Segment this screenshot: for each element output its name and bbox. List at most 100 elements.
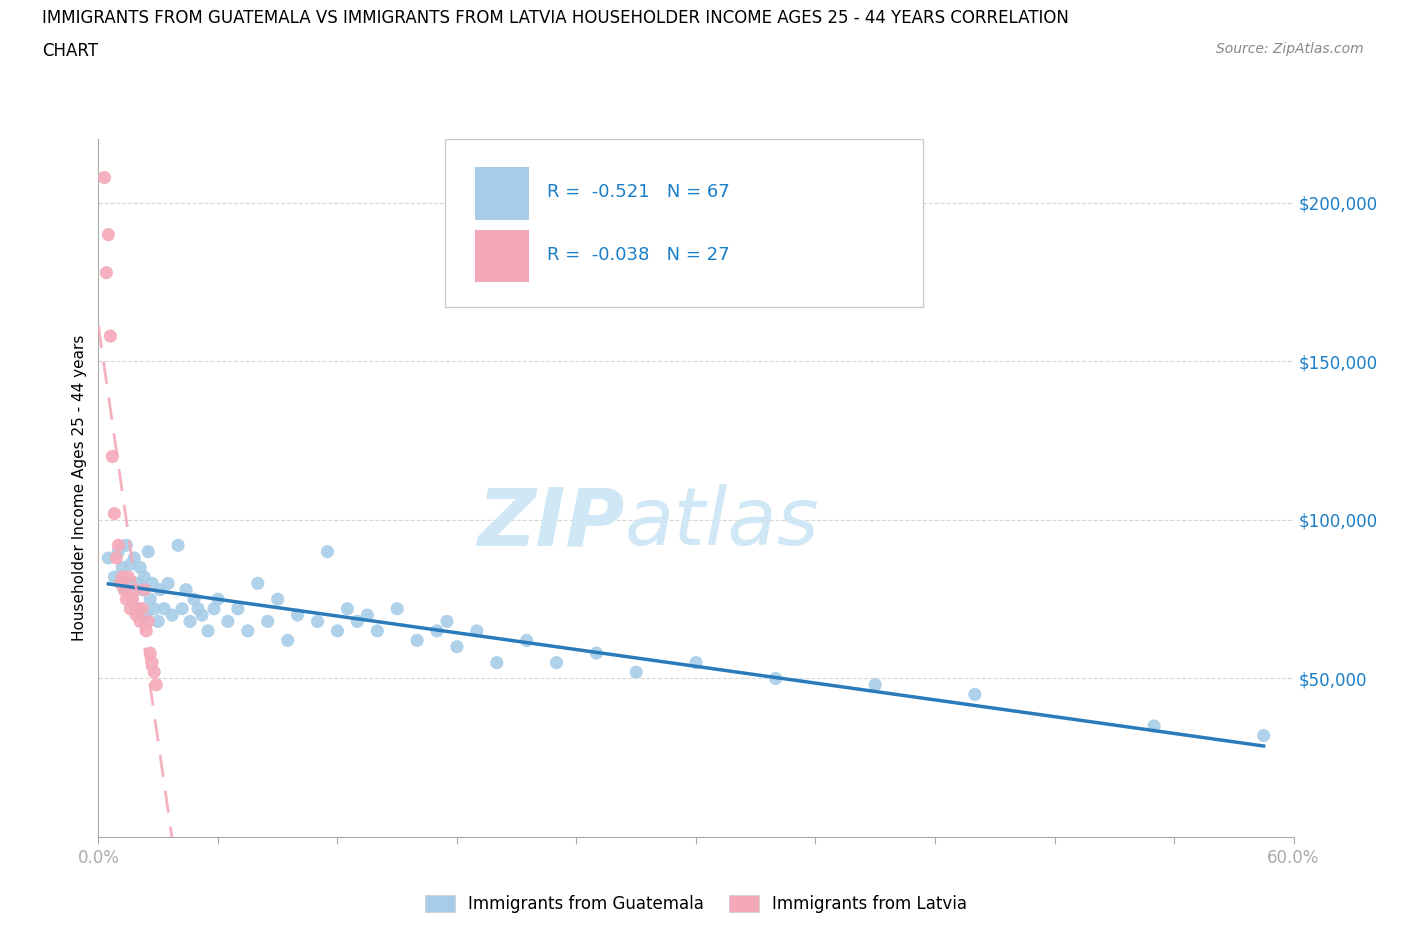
Point [187,602,209,617]
Point [96,265,118,280]
Point [97,227,120,242]
Point [103,569,125,584]
Text: CHART: CHART [42,42,98,60]
Point [202,602,225,617]
Point [585,645,607,660]
Point [516,633,538,648]
Point [129,614,152,629]
Point [287,607,309,622]
Point [336,602,359,617]
Point [217,614,239,629]
Point [246,576,269,591]
Point [148,614,170,629]
Point [1253,728,1275,743]
Point [97,551,120,565]
Point [236,623,259,638]
Point [277,633,299,648]
Point [105,551,128,565]
Point [111,560,134,575]
Point [103,506,125,521]
Point [120,557,142,572]
Point [307,614,329,629]
Point [157,576,180,591]
Point [124,582,146,597]
Point [145,677,167,692]
Point [136,544,159,559]
Point [183,591,205,606]
Point [465,623,488,638]
Point [143,602,166,617]
Point [129,560,152,575]
Point [139,645,162,660]
Text: atlas: atlas [624,485,820,562]
Point [112,582,135,597]
Text: Source: ZipAtlas.com: Source: ZipAtlas.com [1216,42,1364,56]
Point [406,633,429,648]
Point [112,582,135,597]
Point [136,614,159,629]
Point [426,623,449,638]
Point [115,538,138,552]
Point [134,569,156,584]
Point [93,170,115,185]
Point [316,544,339,559]
Point [1143,719,1166,734]
Point [127,602,149,617]
Y-axis label: Householder Income Ages 25 - 44 years: Householder Income Ages 25 - 44 years [72,335,87,642]
Point [127,576,149,591]
Point [125,607,148,622]
Point [167,538,190,552]
Point [131,602,153,617]
FancyBboxPatch shape [475,167,529,219]
Point [117,569,139,584]
Point [101,449,124,464]
Point [172,602,194,617]
Point [98,328,122,343]
Point [191,607,214,622]
FancyBboxPatch shape [444,140,922,307]
Point [121,591,143,606]
Point [121,591,143,606]
Point [153,602,176,617]
Point [135,623,157,638]
Point [107,544,129,559]
Point [160,607,183,622]
Legend: Immigrants from Guatemala, Immigrants from Latvia: Immigrants from Guatemala, Immigrants fr… [418,888,974,920]
Point [125,602,148,617]
Point [117,576,139,591]
Point [326,623,349,638]
Point [385,602,409,617]
Text: R =  -0.038   N = 27: R = -0.038 N = 27 [547,246,730,263]
Point [485,655,508,670]
Text: R =  -0.521   N = 67: R = -0.521 N = 67 [547,183,730,201]
Point [256,614,278,629]
Point [135,607,157,622]
Point [624,665,647,680]
Point [179,614,201,629]
Point [207,591,229,606]
Point [863,677,886,692]
Point [110,576,132,591]
Point [131,582,153,597]
Point [446,639,468,654]
Point [120,602,142,617]
Point [963,687,986,702]
Point [115,591,138,606]
Point [139,591,162,606]
Point [267,591,290,606]
FancyBboxPatch shape [475,231,529,283]
Point [436,614,458,629]
Point [546,655,568,670]
Point [143,665,166,680]
Text: IMMIGRANTS FROM GUATEMALA VS IMMIGRANTS FROM LATVIA HOUSEHOLDER INCOME AGES 25 -: IMMIGRANTS FROM GUATEMALA VS IMMIGRANTS … [42,9,1069,27]
Point [134,582,156,597]
Text: ZIP: ZIP [477,485,624,562]
Point [141,576,163,591]
Point [107,538,129,552]
Point [141,655,163,670]
Point [346,614,368,629]
Point [366,623,388,638]
Point [149,582,172,597]
Point [356,607,378,622]
Point [124,551,146,565]
